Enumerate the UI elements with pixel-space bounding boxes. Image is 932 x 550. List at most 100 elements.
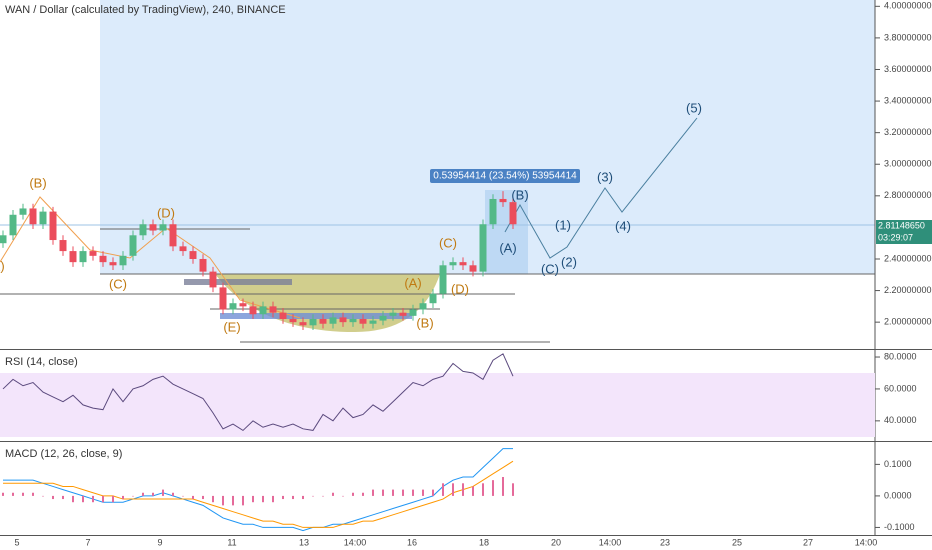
y-tick-label: 4.00000000	[884, 1, 932, 11]
histogram-bar	[82, 495, 84, 503]
candle-body	[149, 224, 157, 231]
histogram-bar	[12, 492, 14, 496]
candle-body	[459, 262, 467, 266]
x-tick-label: 9	[157, 537, 162, 547]
candle-body	[419, 303, 427, 310]
histogram-bar	[402, 489, 404, 496]
candle-body	[389, 312, 397, 316]
candle-body	[499, 198, 507, 203]
x-tick-label: 5	[14, 537, 19, 547]
candle-body	[289, 318, 297, 323]
candle-body	[399, 312, 407, 316]
histogram-bar	[452, 483, 454, 496]
histogram-bar	[342, 495, 344, 497]
histogram-bar	[362, 492, 364, 496]
histogram-bar	[182, 495, 184, 497]
histogram-bar	[252, 495, 254, 503]
histogram-bar	[92, 495, 94, 503]
candle-body	[449, 262, 457, 266]
candle-body	[89, 251, 97, 256]
wave-label: (C)	[541, 261, 559, 276]
y-tick-label: 40.0000	[884, 415, 917, 425]
candle-body	[339, 317, 347, 323]
histogram-bar	[512, 483, 514, 496]
y-tick-label: 60.0000	[884, 383, 917, 393]
candle-body	[0, 235, 7, 244]
y-tick-label: -0.1000	[884, 522, 915, 532]
candle-body	[409, 309, 417, 316]
histogram-bar	[72, 495, 74, 503]
histogram-bar	[312, 495, 314, 497]
histogram-bar	[32, 492, 34, 496]
candle-body	[109, 262, 117, 266]
candle-body	[309, 318, 317, 326]
x-tick-label: 25	[732, 537, 742, 547]
wave-label: (D)	[451, 281, 469, 296]
histogram-bar	[472, 486, 474, 496]
candle-body	[509, 202, 517, 225]
chart-title: WAN / Dollar (calculated by TradingView)…	[5, 4, 286, 16]
histogram-bar	[382, 489, 384, 496]
candle-body	[469, 265, 477, 272]
histogram-bar	[202, 495, 204, 500]
histogram-bar	[272, 495, 274, 503]
histogram-bar	[162, 489, 164, 496]
histogram-bar	[122, 495, 124, 500]
wave-label: (A)	[404, 275, 421, 290]
histogram-bar	[192, 495, 194, 500]
candle-body	[349, 318, 357, 323]
candle-body	[129, 235, 137, 256]
wave-line	[0, 196, 301, 319]
candle-body	[439, 265, 447, 294]
candle-body	[219, 287, 227, 310]
candle-body	[369, 320, 377, 324]
histogram-bar	[142, 492, 144, 496]
wave-label: (A)	[0, 258, 5, 273]
y-tick-label: 3.60000000	[884, 64, 932, 74]
histogram-bar	[442, 483, 444, 496]
histogram-bar	[52, 495, 54, 500]
histogram-bar	[492, 480, 494, 496]
histogram-bar	[222, 495, 224, 506]
y-tick-label: 3.00000000	[884, 159, 932, 169]
histogram-bar	[112, 495, 114, 503]
x-tick-label: 14:00	[344, 537, 367, 547]
histogram-bar	[302, 495, 304, 500]
candle-body	[199, 258, 207, 272]
histogram-bar	[432, 489, 434, 496]
candle-body	[329, 317, 337, 324]
x-tick-label: 18	[479, 537, 489, 547]
x-tick-label: 13	[299, 537, 309, 547]
histogram-bar	[172, 492, 174, 496]
wave-label: (D)	[157, 205, 175, 220]
histogram-bar	[332, 492, 334, 496]
measure-tag	[430, 169, 580, 183]
candle-body	[169, 224, 177, 247]
wave-label: (B)	[511, 187, 528, 202]
x-tick-label: 14:00	[599, 537, 622, 547]
candle-body	[49, 211, 57, 241]
candle-body	[79, 251, 87, 263]
wave-label: (C)	[109, 276, 127, 291]
histogram-bar	[462, 483, 464, 496]
histogram-bar	[152, 492, 154, 496]
histogram-bar	[392, 489, 394, 496]
x-tick-label: 14:00	[855, 537, 878, 547]
candle-body	[59, 240, 67, 252]
zone-box	[184, 279, 292, 285]
wave-label: (1)	[555, 217, 571, 232]
x-tick-label: 20	[551, 537, 561, 547]
measure-label: 0.53954414 (23.54%) 53954414	[433, 171, 577, 182]
histogram-bar	[232, 495, 234, 506]
y-tick-label: 3.80000000	[884, 32, 932, 42]
histogram-bar	[292, 495, 294, 500]
candle-body	[159, 224, 167, 231]
x-tick-label: 23	[660, 537, 670, 547]
histogram-bar	[42, 495, 44, 497]
histogram-bar	[212, 495, 214, 503]
candle-body	[139, 224, 147, 236]
wave-label: (B)	[416, 315, 433, 330]
candle-body	[259, 306, 267, 315]
last-price: 2.81148650	[878, 220, 925, 230]
